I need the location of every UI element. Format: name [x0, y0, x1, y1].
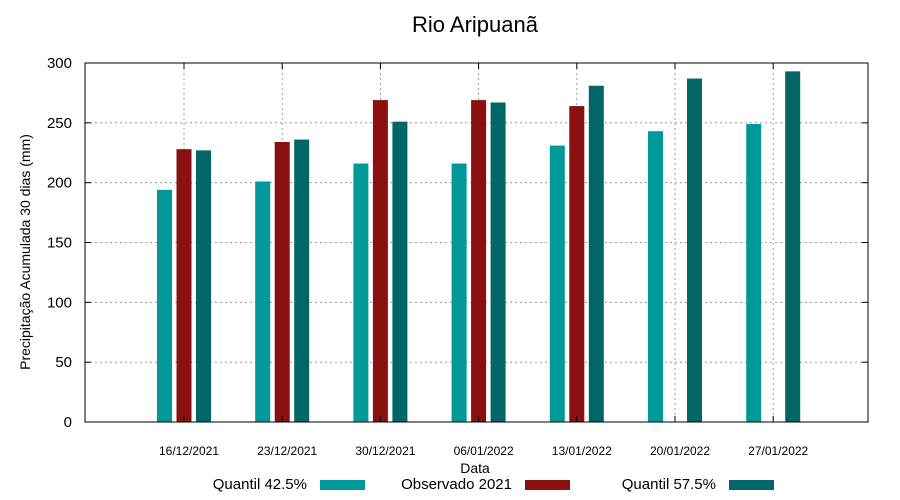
y-tick-label: 50	[55, 354, 72, 371]
y-tick-label: 300	[47, 55, 72, 72]
chart-title: Rio Aripuanã	[412, 12, 539, 37]
legend: Quantil 42.5% Observado 2021 Quantil 57.5%	[213, 476, 774, 493]
y-tick-label: 250	[47, 115, 72, 132]
bar-3	[687, 78, 702, 422]
bar-1	[648, 131, 663, 422]
bar-3	[490, 102, 506, 423]
bar-3	[196, 150, 211, 422]
legend-swatch	[525, 480, 570, 490]
y-tick-label: 200	[47, 175, 72, 192]
x-axis-label: Data	[460, 460, 490, 476]
bar-2	[569, 106, 585, 422]
legend-swatch	[729, 480, 774, 490]
x-tick-label: 13/01/2022	[552, 444, 612, 458]
bar-1	[157, 189, 172, 422]
x-tick-label: 27/01/2022	[748, 444, 808, 458]
bar-2	[176, 149, 192, 422]
bar-1	[451, 163, 467, 422]
x-tick-label: 16/12/2021	[159, 444, 219, 458]
bar-3	[294, 139, 310, 422]
bar-1	[353, 163, 369, 422]
legend-label: Quantil 42.5%	[213, 476, 307, 493]
bar-3	[785, 71, 801, 423]
y-tick-label: 150	[47, 235, 72, 252]
bar-3	[392, 121, 408, 423]
x-axis-ticks: 16/12/2021 23/12/2021 30/12/2021 06/01/2022…	[159, 63, 809, 458]
bars	[157, 71, 801, 423]
bar-1	[549, 145, 565, 422]
bar-1	[746, 124, 762, 422]
x-tick-label: 30/12/2021	[355, 444, 415, 458]
legend-label: Quantil 57.5%	[622, 476, 716, 493]
bar-2	[372, 100, 388, 422]
bar-3	[588, 85, 604, 422]
x-tick-label: 23/12/2021	[257, 444, 317, 458]
legend-label: Observado 2021	[401, 476, 512, 493]
bar-1	[255, 181, 271, 422]
y-tick-label: 0	[64, 414, 72, 431]
x-tick-label: 06/01/2022	[454, 444, 514, 458]
bar-2	[274, 141, 290, 423]
y-axis-label: Precipitação Acumulada 30 dias (mm)	[17, 134, 33, 370]
legend-swatch	[320, 480, 365, 490]
x-tick-label: 20/01/2022	[650, 444, 710, 458]
y-tick-label: 100	[47, 294, 72, 311]
bar-2	[471, 100, 487, 422]
y-axis-ticks: 0 50 100 150 200 250 300	[47, 55, 868, 431]
